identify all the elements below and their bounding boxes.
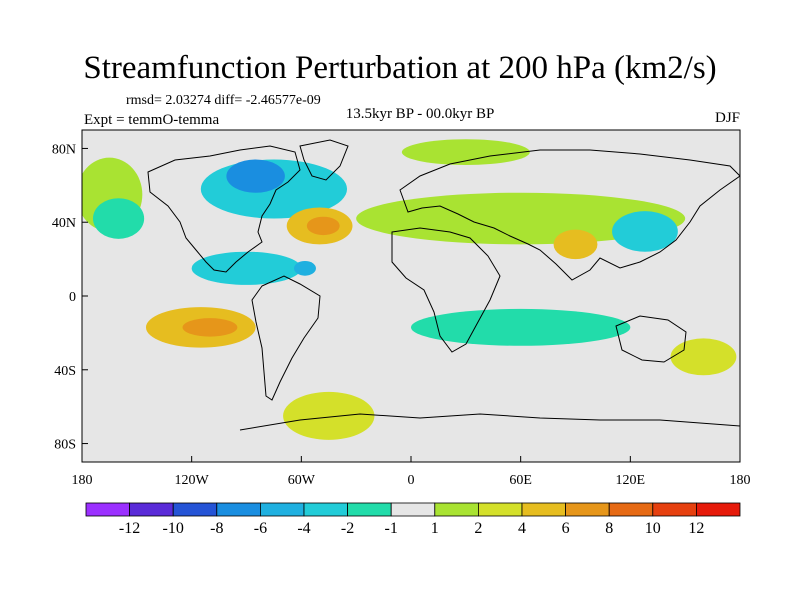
coastlines — [147, 139, 740, 431]
x-tick-label: 180 — [730, 473, 751, 488]
colorbar-swatch — [172, 502, 218, 517]
colorbar-swatch — [565, 502, 610, 517]
colorbar-swatch — [696, 502, 741, 517]
colorbar-label: 6 — [562, 520, 570, 537]
colorbar-label: -6 — [254, 520, 267, 537]
x-tick-label: 0 — [408, 473, 415, 488]
y-tick-label: 40S — [54, 364, 76, 379]
colorbar-label: -4 — [297, 520, 310, 537]
south-america-coast — [251, 275, 321, 401]
period-label: 13.5kyr BP - 00.0kyr BP — [345, 106, 495, 122]
axis-ticks — [81, 147, 741, 462]
colorbar-swatch — [347, 502, 392, 517]
north-america-coast — [147, 145, 301, 273]
colorbar-swatch — [129, 502, 174, 517]
colorbar-swatch — [434, 502, 479, 517]
x-axis-labels: 180 120W 60W 0 60E 120E 180 — [72, 473, 751, 488]
field-australia-high — [670, 338, 737, 376]
x-tick-label: 120W — [175, 473, 210, 488]
field-central-pacific-low-core — [294, 260, 316, 276]
map-background — [82, 130, 740, 462]
y-tick-label: 80N — [52, 142, 76, 157]
colorbar-label: -12 — [119, 520, 140, 537]
season-label: DJF — [714, 110, 740, 126]
colorbar-label: -10 — [163, 520, 184, 537]
australia-coast — [615, 315, 687, 363]
field-north-africa-positive — [356, 192, 686, 245]
field-nw-us-negative-ring — [92, 198, 145, 239]
colorbar-label: -8 — [210, 520, 223, 537]
map-plot-area — [82, 130, 740, 462]
field-layer — [82, 139, 737, 440]
colorbar-labels: -12 -10 -8 -6 -4 -2 -1 1 2 4 6 8 10 12 — [119, 520, 704, 537]
colorbar-label: 12 — [688, 520, 704, 537]
y-tick-label: 80S — [54, 438, 76, 453]
africa-coast — [391, 227, 501, 353]
colorbar-label: -2 — [341, 520, 354, 537]
colorbar-swatch — [652, 502, 697, 517]
y-tick-label: 0 — [69, 290, 76, 305]
colorbar-swatch — [85, 502, 130, 517]
field-south-pacific-high-core — [182, 318, 238, 337]
field-north-atlantic-high-core — [306, 216, 340, 236]
colorbar-swatch — [259, 502, 305, 517]
colorbar-swatch — [303, 502, 348, 517]
field-labrador-negative-core — [226, 159, 285, 193]
colorbar-swatch — [216, 502, 261, 517]
x-tick-label: 60E — [509, 473, 532, 488]
field-indian-ocean-negative — [411, 308, 631, 346]
x-tick-label: 60W — [288, 473, 316, 488]
colorbar — [85, 502, 741, 517]
colorbar-swatch — [477, 502, 523, 517]
field-central-pacific-low — [191, 251, 302, 285]
stats-label: rmsd= 2.03274 diff= -2.46577e-09 — [126, 93, 321, 108]
eurasia-coast — [399, 149, 740, 281]
map-title: Streamfunction Perturbation at 200 hPa (… — [83, 50, 717, 86]
field-japan-low — [612, 211, 678, 252]
colorbar-swatch — [390, 502, 436, 517]
y-tick-label: 40N — [52, 216, 76, 231]
greenland-coast — [299, 139, 349, 181]
colorbar-label: 1 — [431, 520, 439, 537]
antarctica-coast — [239, 413, 740, 431]
colorbar-label: 2 — [474, 520, 482, 537]
x-tick-label: 120E — [616, 473, 646, 488]
colorbar-swatch — [521, 502, 566, 517]
colorbar-label: 10 — [645, 520, 661, 537]
colorbar-label: 8 — [605, 520, 613, 537]
colorbar-swatch — [608, 502, 654, 517]
colorbar-label: -1 — [385, 520, 398, 537]
x-tick-label: 180 — [72, 473, 93, 488]
colorbar-label: 4 — [518, 520, 526, 537]
experiment-label: Expt = temmO-temma — [84, 112, 220, 128]
y-axis-labels: 80N 40N 0 40S 80S — [52, 142, 76, 452]
field-arctic-positive — [401, 139, 530, 166]
field-south-atlantic-positive — [283, 391, 375, 440]
field-india-high — [553, 229, 598, 260]
